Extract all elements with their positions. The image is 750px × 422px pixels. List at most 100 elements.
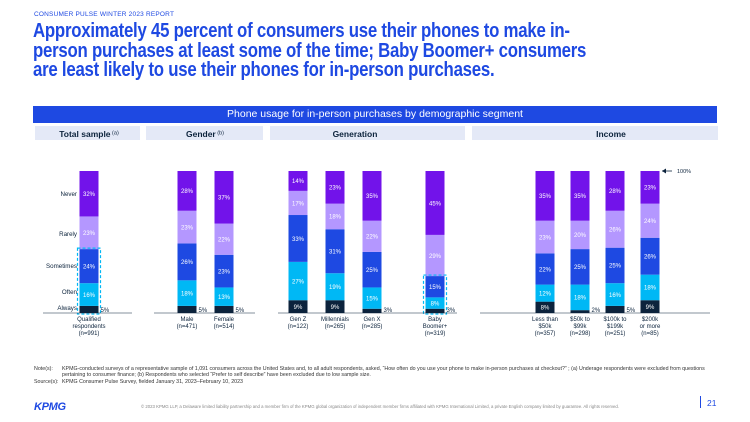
data-label: 24% — [644, 219, 657, 225]
bar-always — [640, 300, 660, 313]
bar-sometimes — [288, 215, 308, 262]
x-tick-label: (n=357) — [535, 331, 556, 337]
x-tick-label: (n=265) — [325, 324, 346, 330]
data-label: 13% — [218, 295, 231, 301]
panel-header-bg — [472, 126, 718, 140]
data-label: 28% — [609, 189, 622, 195]
bar-always — [288, 300, 308, 313]
bar-often — [640, 274, 660, 301]
data-label: 9% — [331, 305, 340, 311]
data-label: 19% — [329, 285, 342, 291]
data-label: 18% — [329, 215, 342, 221]
x-tick-label: or more — [640, 324, 661, 330]
notes-text: KPMG-conducted surveys of a representati… — [62, 366, 705, 379]
x-tick-label: (n=471) — [177, 324, 198, 330]
bar-rarely — [535, 220, 555, 254]
data-label: 25% — [609, 264, 622, 270]
data-label: 45% — [429, 201, 442, 207]
bar-often — [79, 283, 99, 306]
data-label: 31% — [329, 250, 342, 256]
page-divider — [700, 396, 701, 408]
data-label: 32% — [83, 192, 96, 198]
data-label: 23% — [329, 186, 342, 192]
y-label-always: Always — [57, 305, 77, 312]
bar-never — [425, 171, 445, 235]
bar-never — [177, 171, 197, 211]
bar-rarely — [640, 203, 660, 238]
x-tick-label: $200k — [642, 317, 659, 323]
bar-never — [288, 171, 308, 191]
x-tick-label: Female — [214, 317, 235, 323]
x-tick-label: $100k to — [603, 317, 627, 323]
x-tick-label: (n=298) — [570, 331, 591, 337]
bar-sometimes — [325, 229, 345, 274]
bar-always — [605, 305, 625, 313]
data-label: 23% — [539, 235, 552, 241]
y-label-never: Never — [60, 191, 77, 198]
data-label: 18% — [181, 291, 194, 297]
data-label: 5% — [101, 308, 110, 314]
top-marker-label: 100% — [677, 169, 691, 175]
bar-never — [535, 171, 555, 221]
bar-often — [425, 297, 445, 309]
data-label: 23% — [644, 186, 657, 192]
bar-often — [177, 280, 197, 306]
panel-header-bg — [270, 126, 465, 140]
bar-often — [288, 261, 308, 301]
bar-sometimes — [570, 249, 590, 285]
data-label: 16% — [83, 293, 96, 299]
data-label: 35% — [366, 194, 379, 200]
data-label: 25% — [574, 265, 587, 271]
bar-always — [425, 308, 445, 313]
panel-title: Income — [596, 129, 626, 139]
x-tick-label: (n=285) — [362, 324, 383, 330]
data-label: 26% — [644, 255, 657, 261]
data-label: 3% — [447, 308, 456, 314]
data-label: 29% — [429, 254, 442, 260]
bar-always — [214, 305, 234, 313]
data-label: 14% — [292, 179, 305, 185]
bar-never — [362, 171, 382, 221]
data-label: 18% — [574, 296, 587, 302]
highlight-box — [422, 274, 448, 315]
bar-always — [570, 310, 590, 313]
report-label: CONSUMER PULSE WINTER 2023 REPORT — [34, 11, 175, 18]
data-label: 25% — [366, 268, 379, 274]
x-tick-label: Gen X — [363, 317, 380, 323]
highlight-box — [76, 247, 102, 315]
notes-label: Note(s): — [34, 366, 53, 372]
y-label-often: Often — [62, 289, 78, 296]
bar-sometimes — [605, 247, 625, 284]
bar-rarely — [362, 220, 382, 252]
bar-never — [325, 171, 345, 204]
data-label: 22% — [539, 267, 552, 273]
x-tick-label: $199k — [607, 324, 624, 330]
bar-always — [79, 305, 99, 313]
data-label: 8% — [541, 306, 550, 312]
data-label: 28% — [181, 189, 194, 195]
bar-sometimes — [214, 254, 234, 288]
x-tick-label: Boomer+ — [423, 324, 448, 330]
data-label: 12% — [539, 291, 552, 297]
panel-header-bg — [146, 126, 263, 140]
data-label: 26% — [609, 228, 622, 234]
bar-often — [325, 273, 345, 301]
data-label: 24% — [83, 264, 96, 270]
bar-sometimes — [79, 249, 99, 284]
data-label: 5% — [236, 308, 245, 314]
bar-never — [640, 171, 660, 204]
panel-header-bg — [35, 126, 140, 140]
page-number: 21 — [707, 398, 717, 408]
data-label: 22% — [218, 237, 231, 243]
data-label: 22% — [366, 235, 379, 241]
bar-sometimes — [535, 253, 555, 285]
kpmg-logo: KPMG — [34, 401, 66, 413]
panel-title: Gender (b) — [186, 129, 224, 139]
x-tick-label: $99k — [573, 324, 587, 330]
bar-rarely — [325, 203, 345, 230]
data-label: 15% — [366, 296, 379, 302]
data-label: 9% — [294, 305, 303, 311]
x-tick-label: Baby — [428, 317, 442, 323]
data-label: 5% — [199, 308, 208, 314]
